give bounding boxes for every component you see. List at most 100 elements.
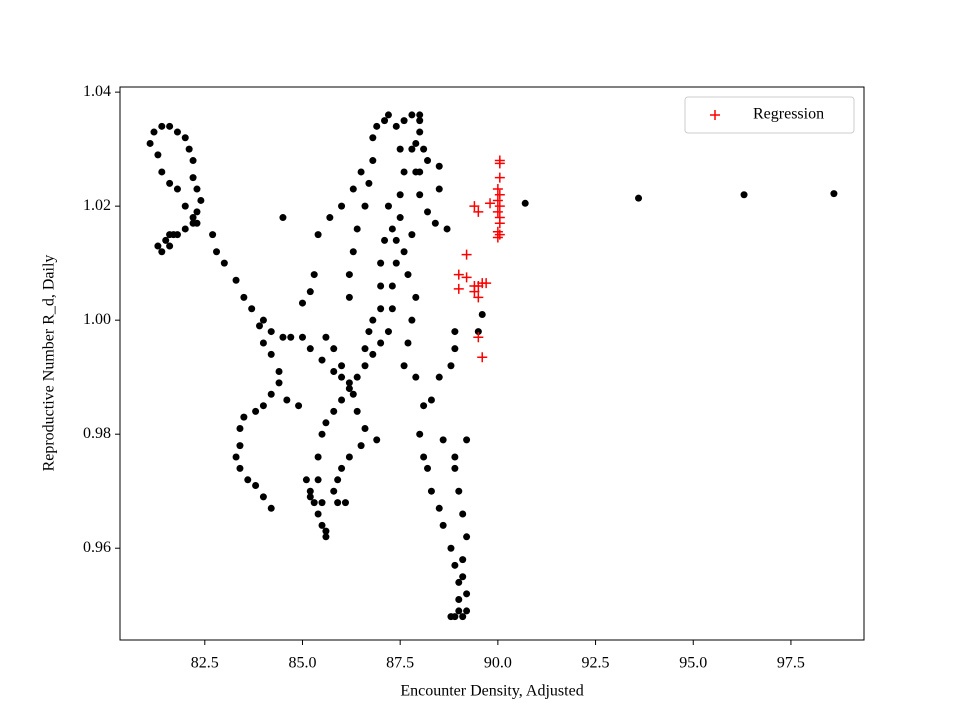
point <box>416 117 424 125</box>
point <box>330 487 338 495</box>
point <box>396 191 404 199</box>
point <box>345 385 353 393</box>
point <box>451 561 459 569</box>
plus-marker <box>494 201 505 212</box>
point <box>361 202 369 210</box>
plus-marker <box>492 195 503 206</box>
point <box>451 345 459 353</box>
point <box>443 225 451 233</box>
point <box>384 328 392 336</box>
point <box>338 464 346 472</box>
point <box>424 208 432 216</box>
plus-marker <box>494 158 505 169</box>
point <box>306 487 314 495</box>
x-tick-label: 97.5 <box>777 655 805 672</box>
point <box>416 430 424 438</box>
point <box>408 316 416 324</box>
point <box>314 510 322 518</box>
point <box>400 362 408 370</box>
point <box>384 202 392 210</box>
point <box>279 333 287 341</box>
point <box>353 225 361 233</box>
point <box>463 590 471 598</box>
point <box>150 128 158 136</box>
point <box>353 373 361 381</box>
point <box>369 316 377 324</box>
y-tick-label: 0.96 <box>83 539 111 556</box>
point <box>330 345 338 353</box>
point <box>459 556 467 564</box>
point <box>455 596 463 604</box>
point <box>314 231 322 239</box>
point <box>377 259 385 267</box>
point <box>314 476 322 484</box>
point <box>310 499 318 507</box>
legend-box <box>684 96 855 134</box>
point <box>334 476 342 484</box>
point <box>232 453 240 461</box>
point <box>259 339 267 347</box>
point <box>193 219 201 227</box>
y-axis-label: Reproductive Number R_d, Daily <box>41 255 58 472</box>
point <box>830 190 838 198</box>
point <box>400 168 408 176</box>
plus-marker <box>453 269 464 280</box>
point <box>396 214 404 222</box>
plus-marker <box>469 201 480 212</box>
point <box>252 482 260 490</box>
point <box>298 333 306 341</box>
plus-marker <box>492 206 503 217</box>
point <box>361 345 369 353</box>
point <box>420 402 428 410</box>
point <box>322 419 330 427</box>
point <box>338 202 346 210</box>
point <box>345 271 353 279</box>
point <box>322 533 330 541</box>
plus-marker <box>453 283 464 294</box>
point <box>267 328 275 336</box>
point <box>158 248 166 256</box>
point <box>459 510 467 518</box>
point <box>521 199 529 207</box>
point <box>322 527 330 535</box>
point <box>463 436 471 444</box>
point <box>447 362 455 370</box>
point <box>377 282 385 290</box>
x-tick-label: 85.0 <box>288 655 316 672</box>
point <box>173 185 181 193</box>
point <box>236 442 244 450</box>
point <box>412 293 420 301</box>
point <box>439 436 447 444</box>
x-tick-label: 87.5 <box>386 655 414 672</box>
plus-marker <box>473 206 484 217</box>
point <box>236 464 244 472</box>
point <box>318 499 326 507</box>
point <box>404 339 412 347</box>
x-tick-label: 90.0 <box>484 655 512 672</box>
point <box>345 453 353 461</box>
point <box>459 573 467 581</box>
point <box>447 613 455 621</box>
point <box>373 436 381 444</box>
point <box>388 305 396 313</box>
plus-marker <box>473 292 484 303</box>
point <box>310 271 318 279</box>
point <box>267 504 275 512</box>
plot-frame <box>119 86 865 641</box>
point <box>158 168 166 176</box>
point <box>244 476 252 484</box>
y-tick-label: 1.04 <box>83 83 111 100</box>
point <box>447 544 455 552</box>
point <box>392 236 400 244</box>
point <box>341 499 349 507</box>
point <box>170 231 178 239</box>
plus-marker <box>477 352 488 363</box>
point <box>463 533 471 541</box>
point <box>220 259 228 267</box>
point <box>416 128 424 136</box>
point <box>451 328 459 336</box>
point <box>353 407 361 415</box>
point <box>455 607 463 615</box>
plus-marker <box>473 332 484 343</box>
point <box>412 373 420 381</box>
